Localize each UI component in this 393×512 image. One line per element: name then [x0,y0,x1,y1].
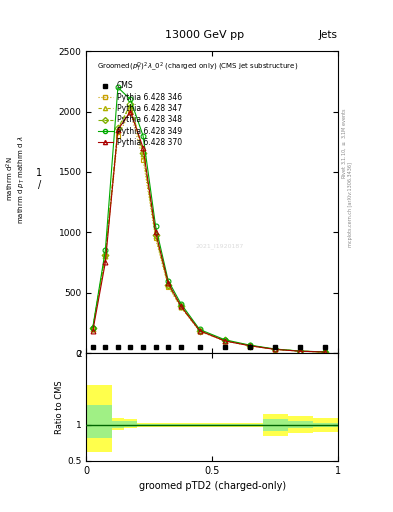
Pythia 6.428 347 [103,253,108,260]
Text: Rivet 3.1.10, $\geq$ 3.1M events: Rivet 3.1.10, $\geq$ 3.1M events [340,108,348,179]
Pythia 6.428 349 [298,348,303,354]
Pythia 6.428 346 [128,109,133,115]
Pythia 6.428 349 [197,326,202,332]
Text: Groomed$(p_T^D)^2\lambda\_0^2$ (charged only) (CMS jet substructure): Groomed$(p_T^D)^2\lambda\_0^2$ (charged … [97,60,298,74]
Pythia 6.428 349 [222,337,227,343]
Text: Jets: Jets [319,30,338,40]
Pythia 6.428 347 [273,346,277,352]
Pythia 6.428 349 [141,133,145,139]
Pythia 6.428 347 [116,126,120,133]
Pythia 6.428 346 [141,157,145,163]
Pythia 6.428 347 [128,102,133,109]
Pythia 6.428 347 [248,343,252,349]
Pythia 6.428 349 [128,96,133,102]
Pythia 6.428 349 [178,301,183,307]
Pythia 6.428 348 [166,282,171,288]
Pythia 6.428 349 [323,349,328,355]
Pythia 6.428 370 [103,260,108,266]
Pythia 6.428 348 [222,337,227,344]
Line: Pythia 6.428 346: Pythia 6.428 346 [90,109,328,354]
Pythia 6.428 370 [273,346,277,352]
Pythia 6.428 370 [90,328,95,334]
Pythia 6.428 346 [298,348,303,354]
Pythia 6.428 349 [166,278,171,284]
Line: Pythia 6.428 370: Pythia 6.428 370 [90,109,328,354]
Pythia 6.428 347 [298,348,303,354]
Pythia 6.428 348 [141,150,145,156]
Pythia 6.428 348 [116,125,120,132]
Pythia 6.428 349 [103,247,108,253]
Pythia 6.428 348 [248,343,252,349]
Pythia 6.428 348 [197,328,202,334]
Pythia 6.428 346 [248,343,252,349]
Pythia 6.428 346 [273,346,277,352]
Text: 2021_I1920187: 2021_I1920187 [196,243,244,249]
Pythia 6.428 347 [141,151,145,157]
Pythia 6.428 370 [248,343,252,349]
Line: Pythia 6.428 348: Pythia 6.428 348 [90,102,328,354]
Pythia 6.428 370 [166,280,171,286]
Pythia 6.428 370 [178,303,183,309]
X-axis label: groomed pTD2 (charged-only): groomed pTD2 (charged-only) [139,481,286,491]
Pythia 6.428 370 [141,145,145,151]
Pythia 6.428 370 [323,349,328,355]
Pythia 6.428 346 [90,326,95,332]
Pythia 6.428 348 [103,252,108,258]
Pythia 6.428 346 [197,328,202,334]
Pythia 6.428 347 [222,337,227,344]
Pythia 6.428 348 [153,231,158,238]
Pythia 6.428 346 [222,338,227,344]
Pythia 6.428 347 [197,328,202,334]
Pythia 6.428 349 [273,346,277,352]
Pythia 6.428 370 [197,328,202,334]
Text: mcplots.cern.ch [arXiv:1306.3436]: mcplots.cern.ch [arXiv:1306.3436] [348,162,353,247]
Text: 1
/: 1 / [36,168,42,190]
Pythia 6.428 346 [116,133,120,139]
Pythia 6.428 370 [222,338,227,344]
Pythia 6.428 370 [298,348,303,354]
Pythia 6.428 346 [153,235,158,241]
Y-axis label: Ratio to CMS: Ratio to CMS [55,380,64,434]
Pythia 6.428 348 [273,346,277,352]
Pythia 6.428 347 [178,304,183,310]
Pythia 6.428 346 [166,284,171,290]
Pythia 6.428 346 [103,253,108,260]
Line: Pythia 6.428 349: Pythia 6.428 349 [90,85,328,354]
Pythia 6.428 347 [153,233,158,239]
Legend: CMS, Pythia 6.428 346, Pythia 6.428 347, Pythia 6.428 348, Pythia 6.428 349, Pyt: CMS, Pythia 6.428 346, Pythia 6.428 347,… [95,79,184,149]
Pythia 6.428 348 [90,325,95,331]
Pythia 6.428 370 [116,126,120,133]
Pythia 6.428 370 [153,229,158,236]
Pythia 6.428 349 [116,84,120,91]
Pythia 6.428 349 [248,342,252,348]
Pythia 6.428 348 [128,101,133,108]
Pythia 6.428 346 [178,304,183,310]
Pythia 6.428 349 [90,325,95,331]
Pythia 6.428 347 [90,326,95,332]
Text: 13000 GeV pp: 13000 GeV pp [165,30,244,40]
Text: mathrm d$^2$N
mathrm d $p_T$ mathrm d $\lambda$: mathrm d$^2$N mathrm d $p_T$ mathrm d $\… [4,135,27,224]
Pythia 6.428 347 [323,349,328,355]
Pythia 6.428 348 [298,348,303,354]
Pythia 6.428 346 [323,349,328,355]
Line: Pythia 6.428 347: Pythia 6.428 347 [90,103,328,354]
Pythia 6.428 347 [166,282,171,288]
Pythia 6.428 349 [153,223,158,229]
Pythia 6.428 370 [128,109,133,115]
Pythia 6.428 348 [323,349,328,355]
Pythia 6.428 348 [178,303,183,309]
